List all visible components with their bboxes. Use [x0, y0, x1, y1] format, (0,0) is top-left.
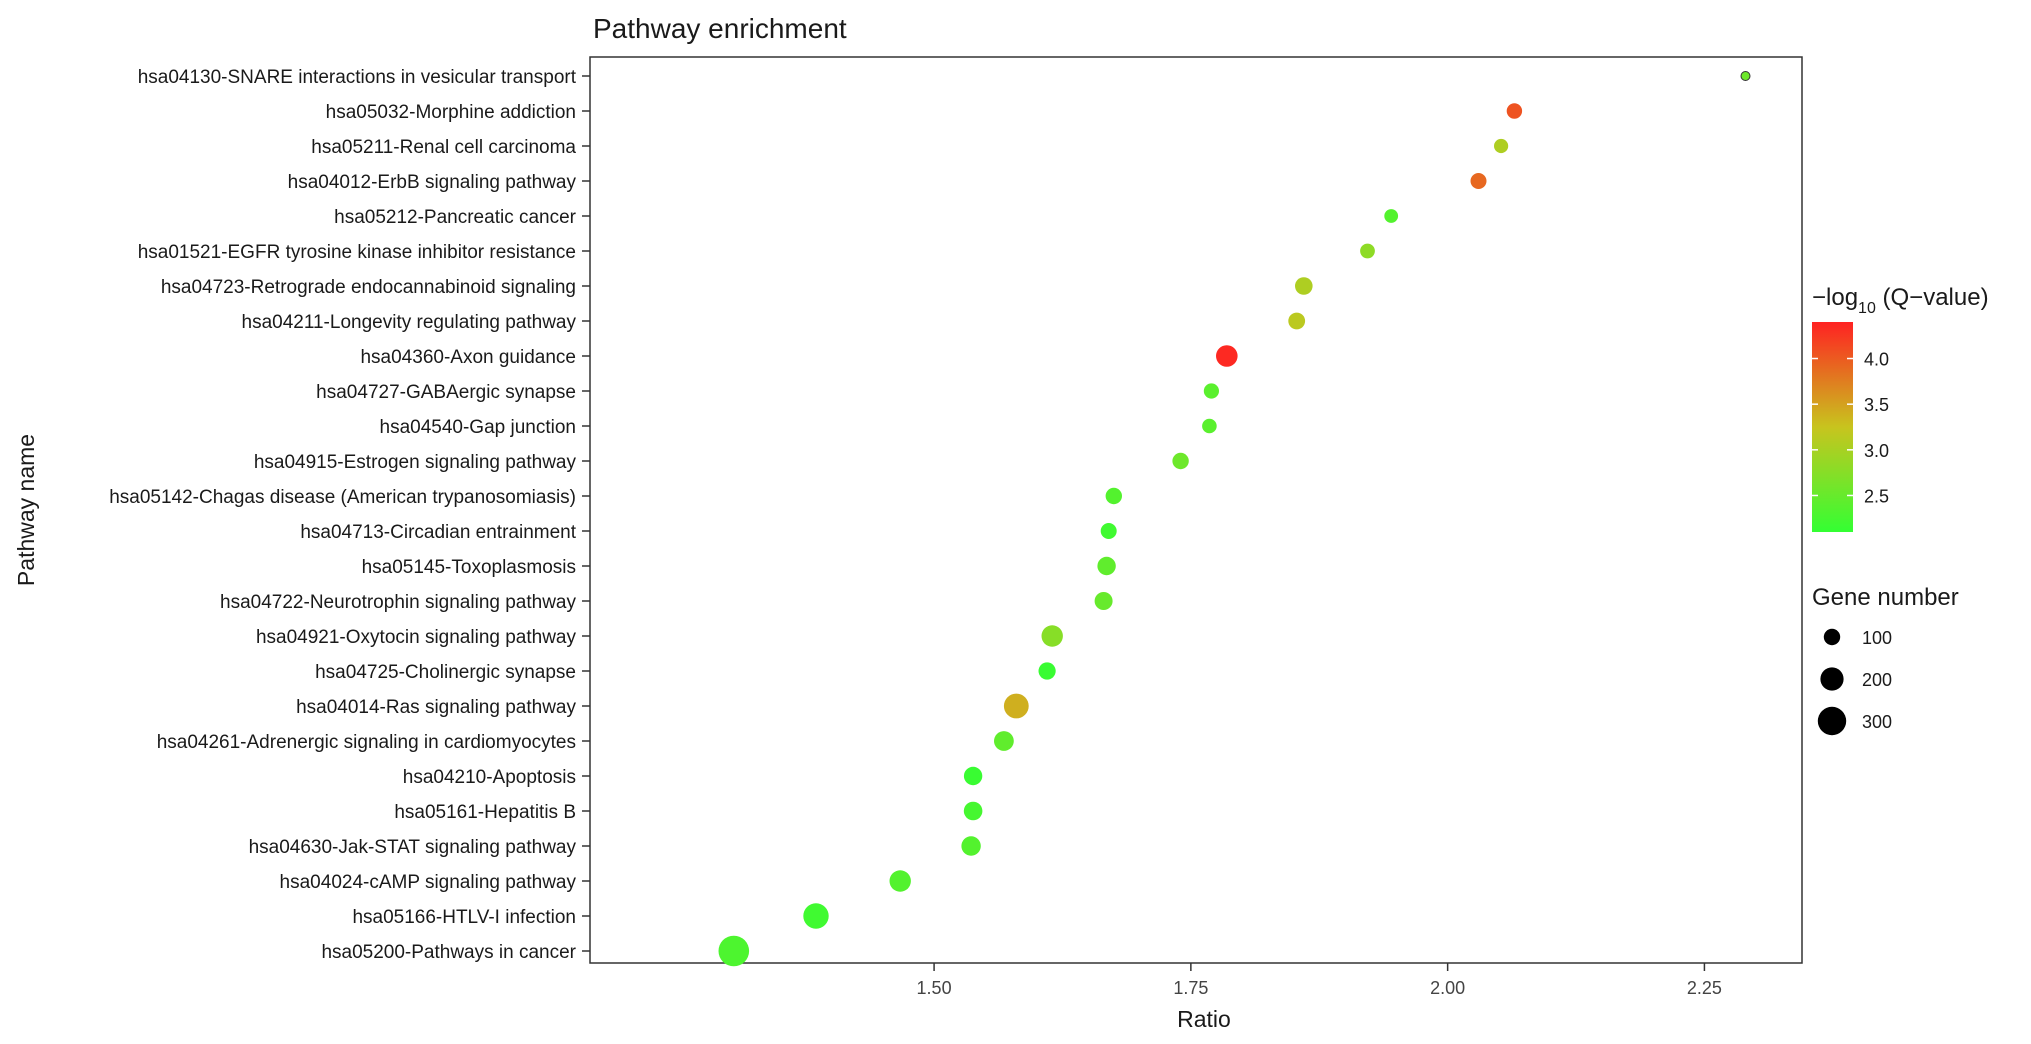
y-tick-label: hsa04024-cAMP signaling pathway: [280, 872, 577, 893]
x-tick-label: 1.50: [917, 978, 952, 998]
data-point: [1172, 452, 1189, 470]
data-points: [718, 71, 1751, 967]
y-tick-label: hsa05142-Chagas disease (American trypan…: [109, 487, 576, 508]
x-tick-label: 1.75: [1173, 978, 1208, 998]
color-bar-tick-label: 4.0: [1864, 350, 1889, 370]
data-point: [718, 935, 750, 967]
color-legend-title: −log10 (Q−value): [1812, 284, 1989, 317]
y-tick-label: hsa04210-Apoptosis: [403, 767, 576, 788]
y-tick-label: hsa04915-Estrogen signaling pathway: [254, 452, 577, 473]
data-point: [961, 836, 981, 856]
data-point: [1295, 277, 1313, 295]
data-point: [1100, 523, 1117, 539]
data-point: [889, 870, 911, 892]
y-tick-label: hsa04540-Gap junction: [380, 417, 576, 438]
data-point: [803, 903, 829, 929]
x-tick-label: 2.25: [1687, 978, 1722, 998]
size-legend-label: 300: [1862, 712, 1892, 732]
data-point: [1041, 625, 1063, 647]
y-tick-label: hsa04360-Axon guidance: [360, 347, 576, 368]
y-tick-label: hsa05212-Pancreatic cancer: [334, 207, 577, 228]
y-tick-label: hsa05166-HTLV-I infection: [352, 907, 576, 928]
y-axis-title: Pathway name: [13, 434, 39, 586]
color-legend-title-subscript: 10: [1858, 300, 1876, 317]
y-tick-label: hsa04713-Circadian entrainment: [300, 522, 576, 543]
color-bar-ticks: 4.0 3.5 3.0 2.5: [1812, 350, 1889, 506]
y-axis-labels: hsa04130-SNARE interactions in vesicular…: [109, 67, 577, 963]
color-bar-tick-label: 2.5: [1864, 486, 1889, 506]
color-bar-tick-label: 3.0: [1864, 441, 1889, 461]
chart-title: Pathway enrichment: [593, 13, 847, 44]
y-tick-label: hsa04921-Oxytocin signaling pathway: [256, 627, 577, 648]
size-legend: Gene number 100 200 300: [1812, 584, 1959, 736]
size-legend-title: Gene number: [1812, 584, 1959, 611]
data-point: [1203, 383, 1219, 399]
data-point: [1105, 487, 1123, 505]
y-tick-label: hsa04211-Longevity regulating pathway: [242, 312, 577, 333]
color-legend: −log10 (Q−value) 4.0 3.5 3.0 2.5: [1812, 284, 1989, 532]
y-tick-label: hsa04014-Ras signaling pathway: [296, 697, 576, 718]
color-bar: [1812, 322, 1853, 532]
data-point: [963, 766, 983, 786]
y-tick-label: hsa04261-Adrenergic signaling in cardiom…: [157, 732, 576, 753]
y-tick-label: hsa05145-Toxoplasmosis: [362, 557, 576, 578]
y-tick-label: hsa05161-Hepatitis B: [394, 802, 576, 823]
y-tick-label: hsa04630-Jak-STAT signaling pathway: [249, 837, 577, 858]
y-tick-label: hsa04725-Cholinergic synapse: [315, 662, 576, 683]
data-point: [1094, 592, 1113, 610]
data-point: [994, 731, 1014, 751]
y-tick-label: hsa01521-EGFR tyrosine kinase inhibitor …: [138, 242, 576, 263]
data-point: [1494, 138, 1509, 154]
size-legend-label: 200: [1862, 670, 1892, 690]
y-tick-label: hsa04722-Neurotrophin signaling pathway: [220, 592, 576, 613]
y-tick-label: hsa05032-Morphine addiction: [326, 102, 576, 123]
x-axis-ticks: 1.50 1.75 2.00 2.25: [917, 963, 1722, 998]
x-axis-title: Ratio: [1177, 1006, 1231, 1032]
y-tick-label: hsa04723-Retrograde endocannabinoid sign…: [161, 277, 576, 298]
y-tick-label: hsa04130-SNARE interactions in vesicular…: [138, 67, 577, 88]
data-point: [1384, 209, 1399, 223]
size-legend-label: 100: [1862, 628, 1892, 648]
y-tick-label: hsa05200-Pathways in cancer: [321, 942, 576, 963]
size-legend-dot: [1820, 667, 1844, 691]
size-legend-dot: [1823, 628, 1841, 646]
color-bar-tick-label: 3.5: [1864, 395, 1889, 415]
y-tick-label: hsa04012-ErbB signaling pathway: [288, 172, 577, 193]
color-legend-title-prefix: −log: [1812, 284, 1858, 311]
data-point: [1506, 103, 1523, 119]
data-point: [1038, 662, 1056, 680]
data-point: [1003, 693, 1029, 719]
data-point: [1097, 556, 1116, 576]
data-point: [1202, 418, 1217, 434]
y-tick-label: hsa04727-GABAergic synapse: [316, 382, 576, 403]
data-point: [963, 801, 983, 821]
color-legend-title-suffix: (Q−value): [1876, 284, 1989, 311]
y-tick-label: hsa05211-Renal cell carcinoma: [311, 137, 576, 158]
data-point: [1740, 71, 1751, 81]
y-axis-ticks: [582, 75, 590, 952]
data-point: [1288, 312, 1306, 330]
size-legend-dot: [1817, 706, 1847, 736]
data-point: [1216, 345, 1238, 367]
x-tick-label: 2.00: [1430, 978, 1465, 998]
plot-panel: [589, 56, 1803, 964]
data-point: [1360, 243, 1375, 259]
data-point: [1470, 173, 1487, 189]
